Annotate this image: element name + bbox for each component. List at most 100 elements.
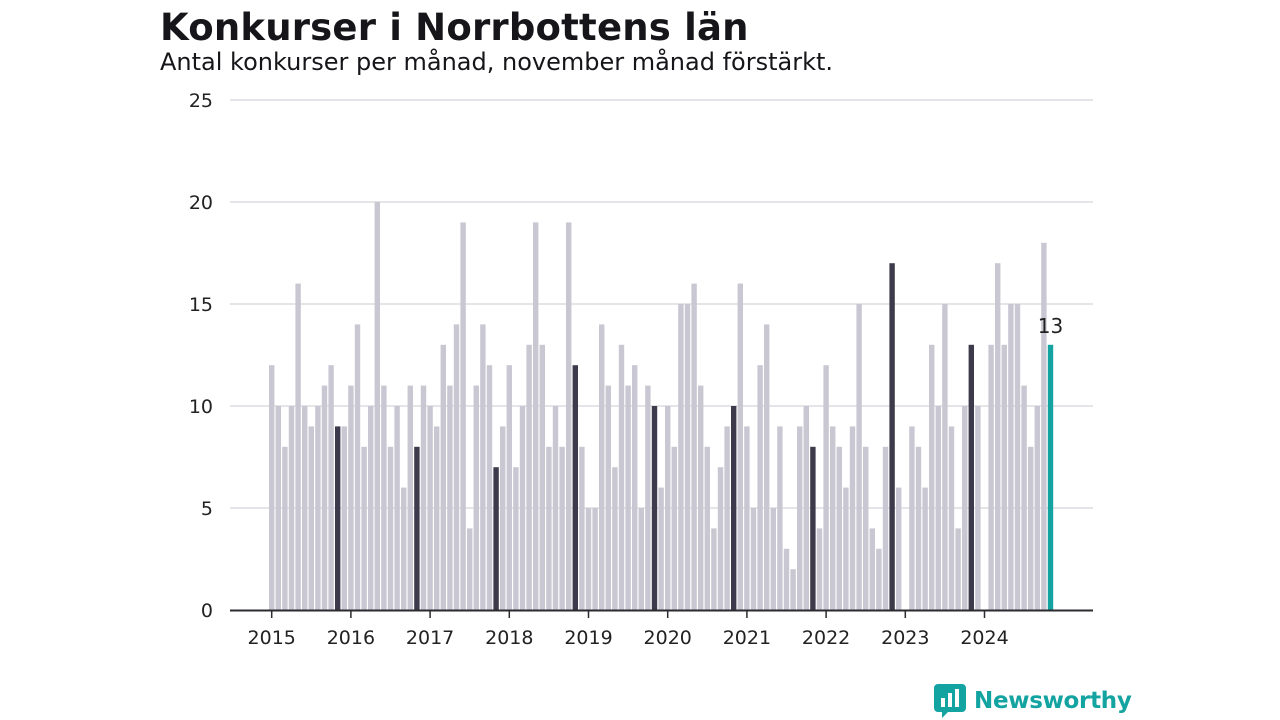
bar — [513, 467, 519, 610]
bar — [823, 365, 829, 610]
bar — [440, 344, 446, 610]
bar — [480, 324, 486, 610]
bar — [909, 426, 915, 610]
x-tick-label: 2019 — [564, 627, 612, 649]
bar — [539, 344, 545, 610]
bar — [447, 385, 453, 610]
y-tick-label: 5 — [201, 498, 213, 520]
bar — [704, 446, 710, 610]
bar — [783, 548, 790, 610]
bar — [678, 304, 684, 610]
bar — [882, 446, 889, 610]
bar — [1034, 406, 1040, 610]
bar — [948, 426, 955, 610]
bar — [387, 446, 394, 610]
y-tick-label: 20 — [189, 192, 213, 214]
bar — [473, 385, 479, 610]
bar-latest — [1047, 344, 1054, 610]
bar — [684, 304, 691, 610]
bar — [526, 344, 532, 610]
bar — [599, 324, 605, 610]
labels: 0 5 10 15 20 25 2015 2016 2017 2018 2019 2020 2021 20… — [189, 90, 1063, 649]
x-tick-label: 2017 — [406, 627, 454, 649]
bar — [315, 406, 321, 610]
bar — [955, 528, 961, 610]
bar — [546, 446, 552, 610]
bar — [797, 426, 803, 610]
bar-november — [493, 467, 499, 610]
bar-november — [968, 344, 974, 610]
x-tick-label: 2024 — [960, 627, 1008, 649]
bar — [1028, 446, 1034, 610]
bar-november — [889, 263, 895, 610]
bar — [691, 283, 697, 610]
bar — [698, 385, 704, 610]
bar — [770, 508, 776, 610]
bar — [942, 304, 948, 610]
brand-name: Newsworthy — [974, 688, 1132, 714]
bar — [612, 467, 618, 610]
bar — [638, 508, 644, 610]
bar — [559, 446, 565, 610]
bar — [995, 263, 1001, 610]
x-tick-label: 2022 — [802, 627, 850, 649]
bar — [876, 548, 882, 610]
bar — [368, 406, 374, 610]
bar — [579, 446, 585, 610]
x-tick-label: 2015 — [248, 627, 296, 649]
bar — [988, 344, 994, 610]
bar — [308, 426, 314, 610]
bar — [645, 385, 651, 610]
x-tick-label: 2018 — [485, 627, 533, 649]
bar — [533, 222, 539, 610]
bar — [618, 344, 625, 610]
bar — [665, 406, 671, 610]
bar-november — [572, 365, 578, 610]
bar — [282, 446, 288, 610]
y-tick-label: 10 — [189, 396, 213, 418]
bar — [863, 446, 869, 610]
bar — [896, 487, 902, 610]
bar — [552, 406, 559, 610]
bar-november — [335, 426, 341, 610]
bar — [737, 283, 743, 610]
bar — [566, 222, 572, 610]
bar — [288, 406, 295, 610]
newsworthy-logo: Newsworthy — [934, 684, 1132, 718]
bar-chart: 0 5 10 15 20 25 2015 2016 2017 2018 2019 2020 2021 20… — [189, 90, 1093, 649]
bar — [1021, 385, 1027, 610]
bar — [361, 446, 367, 610]
bar — [922, 487, 928, 610]
bar — [915, 446, 922, 610]
bar — [407, 385, 413, 610]
bar — [830, 426, 836, 610]
bar — [764, 324, 770, 610]
axes — [230, 609, 1093, 618]
bar-november — [414, 446, 420, 610]
bar — [592, 508, 598, 610]
bar — [328, 365, 334, 610]
bar — [275, 406, 281, 610]
bar — [500, 426, 506, 610]
bar — [625, 385, 631, 610]
bar — [1014, 304, 1021, 610]
bar — [658, 487, 664, 610]
bar — [1001, 344, 1007, 610]
bar — [843, 487, 849, 610]
x-tick-label: 2021 — [723, 627, 771, 649]
bar — [1008, 304, 1014, 610]
bar — [935, 406, 941, 610]
bar — [962, 406, 968, 610]
bar — [856, 304, 862, 610]
bar — [929, 344, 935, 610]
bar — [849, 426, 856, 610]
newsworthy-logo-icon — [934, 684, 966, 718]
bar — [744, 426, 750, 610]
bar — [434, 426, 440, 610]
bar — [420, 385, 427, 610]
bar — [975, 406, 981, 610]
bar — [777, 426, 783, 610]
bar — [467, 528, 473, 610]
y-tick-label: 0 — [201, 600, 213, 622]
bar — [295, 283, 301, 610]
